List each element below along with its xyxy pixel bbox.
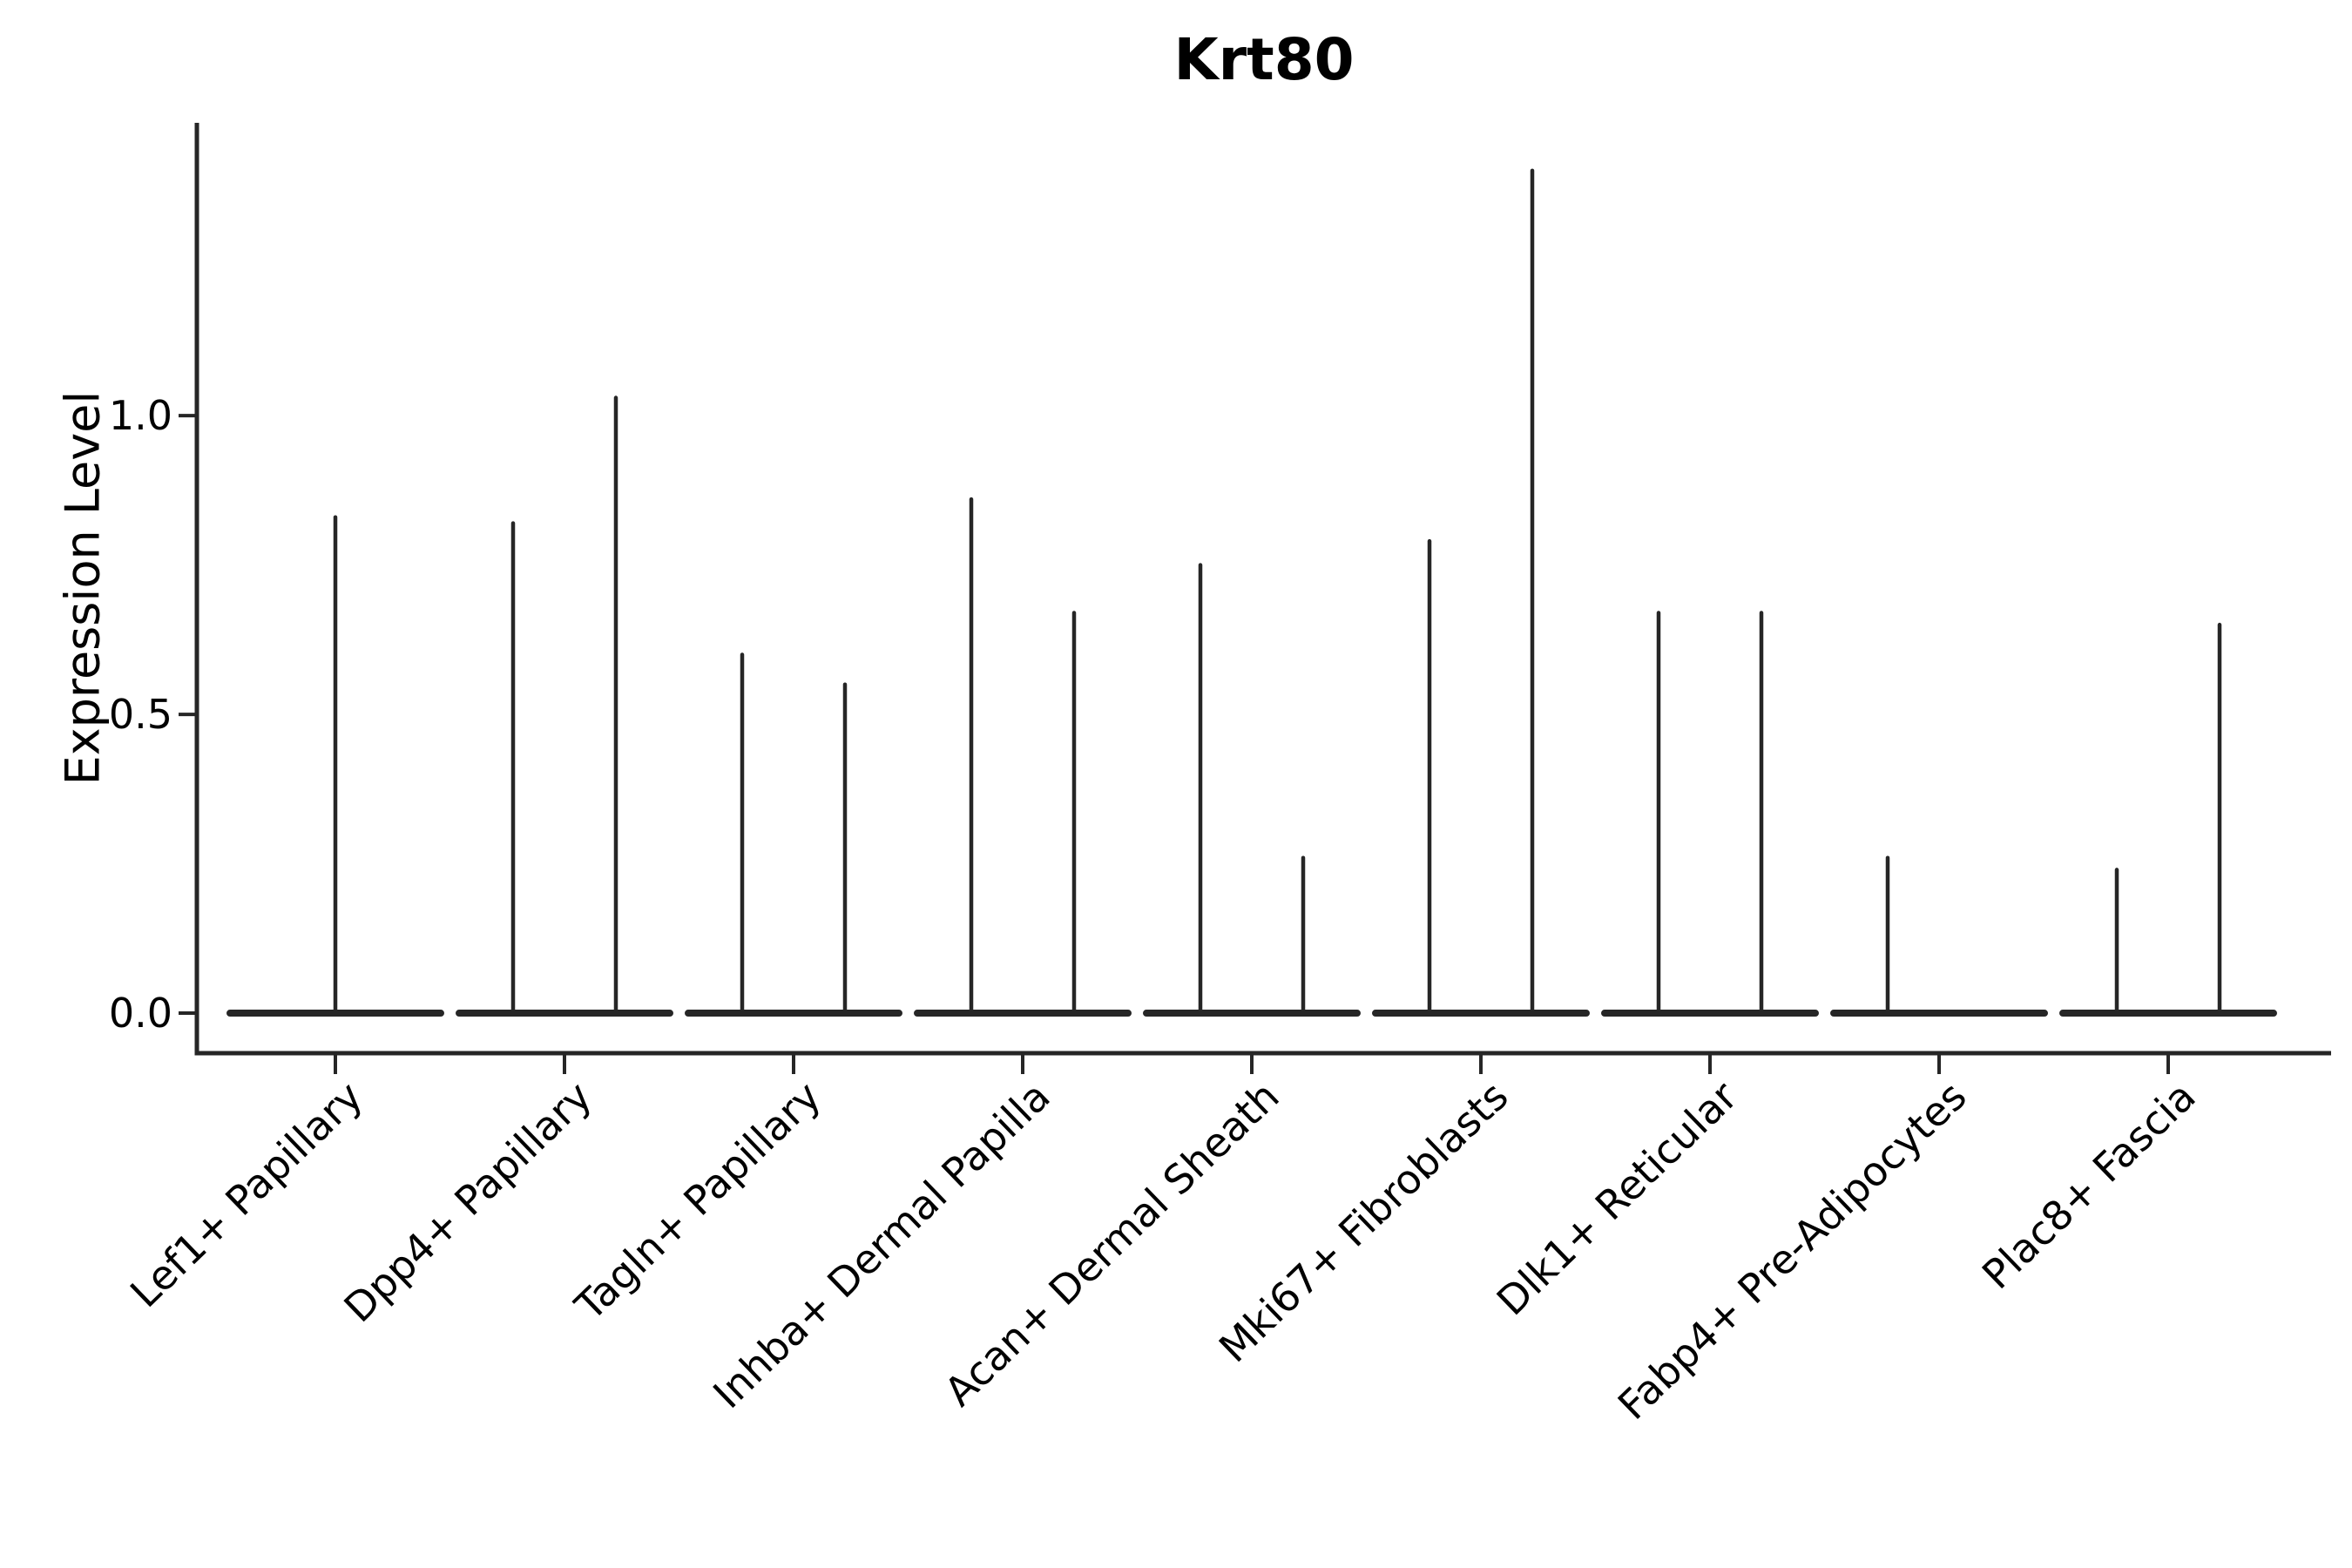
x-tick-label: Plac8+ Fascia <box>1973 1072 2205 1298</box>
x-tick-label: Dlk1+ Reticular <box>1488 1072 1747 1324</box>
x-tick-label: Lef1+ Papillary <box>121 1072 371 1316</box>
y-tick-label: 0.5 <box>109 691 172 738</box>
y-tick-label: 0.0 <box>109 990 172 1037</box>
y-tick-label: 1.0 <box>109 392 172 439</box>
chart-title: Krt80 <box>1173 26 1355 93</box>
x-tick-label: Dpp4+ Papillary <box>335 1072 601 1331</box>
x-tick-label: Tagln+ Papillary <box>565 1072 829 1330</box>
